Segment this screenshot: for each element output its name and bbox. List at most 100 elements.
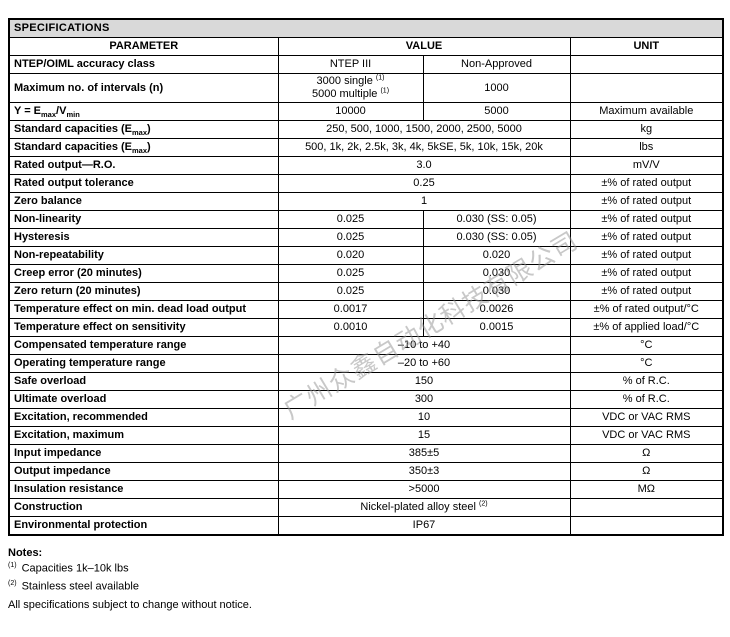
cell-parameter: Output impedance bbox=[8, 462, 279, 482]
table-row: Temperature effect on min. dead load out… bbox=[8, 300, 724, 320]
cell-parameter: Non-repeatability bbox=[8, 246, 279, 266]
table-row: Zero return (20 minutes) 0.025 0.030 ±% of … bbox=[8, 282, 724, 302]
cell-unit: ±% of rated output bbox=[569, 246, 724, 266]
cell-unit: ±% of rated output bbox=[569, 264, 724, 284]
cell-value-2: 0.020 bbox=[422, 246, 571, 266]
cell-unit bbox=[569, 72, 724, 104]
cell-value-2: 0.0015 bbox=[422, 318, 571, 338]
cell-unit: VDC or VAC RMS bbox=[569, 408, 724, 428]
column-header-unit: UNIT bbox=[569, 37, 724, 56]
title-row: SPECIFICATIONS bbox=[8, 18, 724, 38]
cell-parameter: Environmental protection bbox=[8, 516, 279, 536]
note-line: (1) Capacities 1k–10k lbs bbox=[8, 562, 252, 576]
cell-unit: Maximum available bbox=[569, 102, 724, 122]
table-row: Compensated temperature range –10 to +40 °… bbox=[8, 336, 724, 356]
cell-value: Nickel-plated alloy steel (2) bbox=[277, 498, 571, 518]
cell-parameter: Operating temperature range bbox=[8, 354, 279, 374]
table-row: Excitation, maximum 15 VDC or VAC RMS bbox=[8, 426, 724, 446]
cell-value: 150 bbox=[277, 372, 571, 392]
table-row: Creep error (20 minutes) 0.025 0.030 ±% of … bbox=[8, 264, 724, 284]
spec-table: SPECIFICATIONS PARAMETER VALUE UNIT NTEP… bbox=[8, 18, 725, 537]
cell-unit: ±% of rated output bbox=[569, 282, 724, 302]
cell-parameter: Ultimate overload bbox=[8, 390, 279, 410]
cell-parameter: Y = Emax/Vmin bbox=[8, 102, 279, 122]
cell-parameter: Compensated temperature range bbox=[8, 336, 279, 356]
cell-parameter: Rated output—R.O. bbox=[8, 156, 279, 176]
table-row: Hysteresis 0.025 0.030 (SS: 0.05) ±% of rat… bbox=[8, 228, 724, 248]
cell-unit: kg bbox=[569, 120, 724, 140]
cell-unit: ±% of rated output bbox=[569, 192, 724, 212]
cell-value-1: 0.025 bbox=[277, 228, 424, 248]
table-row: Environmental protection IP67 bbox=[8, 516, 724, 536]
note-line: (2) Stainless steel available bbox=[8, 580, 252, 594]
table-row: Safe overload 150% of R.C. bbox=[8, 372, 724, 392]
table-row: Non-repeatability 0.020 0.020 ±% of rated o… bbox=[8, 246, 724, 266]
table-row: NTEP/OIML accuracy class NTEP III Non-Appr… bbox=[8, 55, 724, 74]
cell-unit: ±% of rated output bbox=[569, 210, 724, 230]
cell-parameter: Zero balance bbox=[8, 192, 279, 212]
table-row: Zero balance 1 ±% of rated output bbox=[8, 192, 724, 212]
cell-value: 350±3 bbox=[277, 462, 571, 482]
table-row: Standard capacities (Emax) 500, 1k, 2k, 2… bbox=[8, 138, 724, 158]
cell-parameter: NTEP/OIML accuracy class bbox=[8, 55, 279, 74]
column-header-row: PARAMETER VALUE UNIT bbox=[8, 37, 724, 56]
cell-parameter: Safe overload bbox=[8, 372, 279, 392]
cell-value-1: 0.0017 bbox=[277, 300, 424, 320]
table-row: Standard capacities (Emax) 250, 500, 1000… bbox=[8, 120, 724, 140]
cell-unit: VDC or VAC RMS bbox=[569, 426, 724, 446]
notes-section: Notes: (1) Capacities 1k–10k lbs (2) Stainl… bbox=[8, 547, 252, 617]
table-row: Non-linearity 0.025 0.030 (SS: 0.05) ±% of … bbox=[8, 210, 724, 230]
table-row: Input impedance 385±5 Ω bbox=[8, 444, 724, 464]
cell-unit: Ω bbox=[569, 462, 724, 482]
note-line: All specifications subject to change wit… bbox=[8, 599, 252, 613]
cell-value-1: 0.025 bbox=[277, 282, 424, 302]
cell-parameter: Temperature effect on sensitivity bbox=[8, 318, 279, 338]
cell-value-1: 3000 single (1) 5000 multiple (1) bbox=[277, 72, 424, 104]
cell-unit: ±% of rated output bbox=[569, 228, 724, 248]
column-header-value: VALUE bbox=[277, 37, 571, 56]
cell-parameter: Zero return (20 minutes) bbox=[8, 282, 279, 302]
table-row: Output impedance 350±3 Ω bbox=[8, 462, 724, 482]
cell-value-2: Non-Approved bbox=[422, 55, 571, 74]
cell-value-2: 0.030 (SS: 0.05) bbox=[422, 210, 571, 230]
notes-list: (1) Capacities 1k–10k lbs (2) Stainless ste… bbox=[8, 562, 252, 613]
cell-value: 300 bbox=[277, 390, 571, 410]
table-row: Y = Emax/Vmin 10000 5000 Maximum available bbox=[8, 102, 724, 122]
notes-heading: Notes: bbox=[8, 547, 43, 559]
cell-value: 10 bbox=[277, 408, 571, 428]
cell-parameter: Insulation resistance bbox=[8, 480, 279, 500]
cell-value: 0.25 bbox=[277, 174, 571, 194]
cell-parameter: Creep error (20 minutes) bbox=[8, 264, 279, 284]
table-row: Operating temperature range –20 to +60 °C bbox=[8, 354, 724, 374]
cell-value-2: 1000 bbox=[422, 72, 571, 104]
cell-value-1: 0.025 bbox=[277, 264, 424, 284]
cell-value-2: 0.030 bbox=[422, 282, 571, 302]
cell-value: –20 to +60 bbox=[277, 354, 571, 374]
cell-value-1: 0.025 bbox=[277, 210, 424, 230]
note-text: Capacities 1k–10k lbs bbox=[21, 562, 129, 575]
cell-value: 250, 500, 1000, 1500, 2000, 2500, 5000 bbox=[277, 120, 571, 140]
cell-value-2: 5000 bbox=[422, 102, 571, 122]
cell-unit: Ω bbox=[569, 444, 724, 464]
cell-parameter: Temperature effect on min. dead load out… bbox=[8, 300, 279, 320]
note-text: All specifications subject to change wit… bbox=[8, 598, 252, 611]
cell-parameter: Non-linearity bbox=[8, 210, 279, 230]
cell-parameter: Standard capacities (Emax) bbox=[8, 138, 279, 158]
cell-value-1: NTEP III bbox=[277, 55, 424, 74]
cell-parameter: Excitation, recommended bbox=[8, 408, 279, 428]
cell-parameter: Maximum no. of intervals (n) bbox=[8, 72, 279, 104]
cell-unit: ±% of rated output bbox=[569, 174, 724, 194]
table-row: Maximum no. of intervals (n) 3000 single … bbox=[8, 72, 724, 104]
cell-unit: ±% of applied load/°C bbox=[569, 318, 724, 338]
note-text: Stainless steel available bbox=[21, 581, 139, 594]
cell-value-1: 0.020 bbox=[277, 246, 424, 266]
cell-unit: mV/V bbox=[569, 156, 724, 176]
table-row: Rated output tolerance 0.25 ±% of rated ou… bbox=[8, 174, 724, 194]
cell-unit: % of R.C. bbox=[569, 372, 724, 392]
table-row: Rated output—R.O. 3.0 mV/V bbox=[8, 156, 724, 176]
cell-unit: °C bbox=[569, 336, 724, 356]
cell-unit: % of R.C. bbox=[569, 390, 724, 410]
spec-title: SPECIFICATIONS bbox=[8, 18, 724, 38]
spec-table-body: NTEP/OIML accuracy class NTEP III Non-Appr… bbox=[8, 55, 724, 536]
